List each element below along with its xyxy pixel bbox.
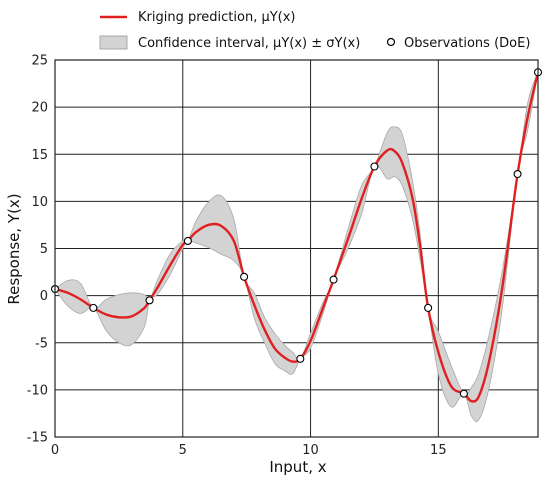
observation-point bbox=[513, 169, 522, 179]
legend-item-observations: Observations (DoE) bbox=[386, 36, 530, 51]
y-tick-label: 10 bbox=[31, 195, 48, 210]
x-tick-label: 5 bbox=[179, 443, 187, 458]
y-tick-label: -15 bbox=[27, 431, 48, 446]
observation-point bbox=[89, 303, 98, 312]
legend-swatch-observation bbox=[386, 37, 396, 47]
legend-swatch-interval bbox=[99, 35, 128, 50]
prediction-line bbox=[54, 71, 540, 403]
grid bbox=[54, 59, 538, 438]
observation-point bbox=[240, 272, 249, 281]
x-tick-label: 10 bbox=[302, 443, 319, 458]
observations bbox=[50, 68, 543, 398]
plot-frame bbox=[54, 59, 539, 438]
observation-point bbox=[145, 296, 154, 305]
observation-point bbox=[370, 162, 379, 171]
observation-point bbox=[183, 236, 192, 246]
observation-point bbox=[296, 354, 305, 363]
y-tick-label: -5 bbox=[35, 336, 48, 351]
y-tick-label: -10 bbox=[27, 383, 48, 398]
y-tick-label: 15 bbox=[31, 148, 48, 163]
x-tick-label: 15 bbox=[430, 443, 447, 458]
legend-label-interval: Confidence interval, μY(x) ± σY(x) bbox=[138, 36, 360, 51]
legend: Kriging prediction, μY(x) Confidence int… bbox=[99, 10, 530, 51]
x-tick-label: 0 bbox=[51, 443, 59, 458]
legend-label-observations: Observations (DoE) bbox=[404, 36, 530, 51]
confidence-band-area bbox=[54, 72, 539, 422]
x-axis-label: Input, x bbox=[269, 458, 326, 476]
observation-point bbox=[459, 389, 468, 398]
confidence-band bbox=[54, 72, 539, 422]
observation-point bbox=[424, 303, 433, 312]
legend-label-prediction: Kriging prediction, μY(x) bbox=[138, 10, 296, 25]
y-tick-label: 0 bbox=[40, 289, 48, 304]
legend-item-prediction: Kriging prediction, μY(x) bbox=[100, 10, 296, 25]
y-tick-label: 5 bbox=[40, 242, 48, 257]
y-tick-label: 20 bbox=[31, 101, 48, 116]
observation-point bbox=[329, 275, 338, 284]
prediction-curve bbox=[54, 71, 540, 403]
y-tick-label: 25 bbox=[31, 54, 48, 69]
legend-item-interval: Confidence interval, μY(x) ± σY(x) bbox=[99, 35, 360, 51]
y-axis-label: Response, Y(x) bbox=[5, 193, 23, 304]
tick-labels: 0 5 10 15 -15 -10 -5 0 5 10 15 20 25 bbox=[27, 54, 447, 459]
